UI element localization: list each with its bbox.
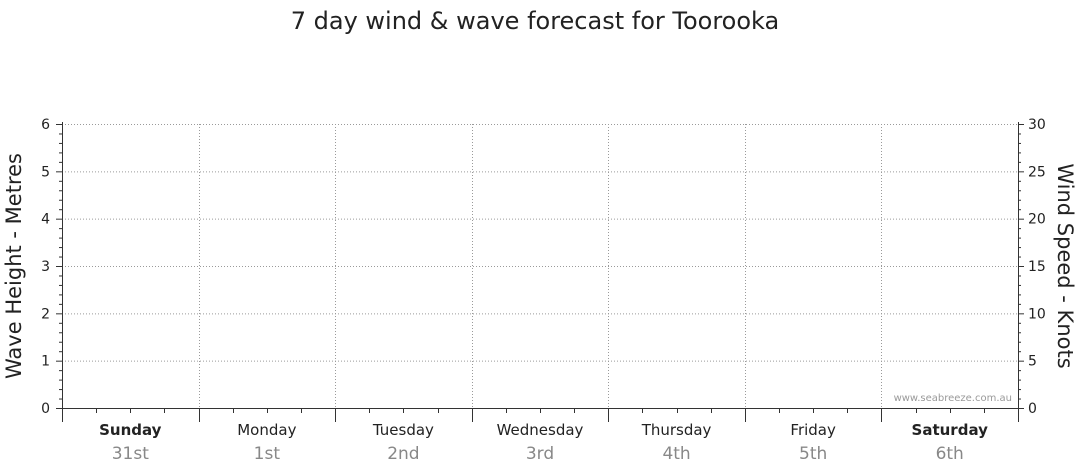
- day-name-label: Thursday: [641, 421, 712, 439]
- left-tick-label: 1: [41, 354, 50, 370]
- day-date-label: 1st: [254, 444, 281, 464]
- day-name-label: Tuesday: [372, 421, 434, 439]
- right-tick-label: 30: [1028, 117, 1046, 133]
- right-tick-label: 10: [1028, 306, 1046, 322]
- right-tick-label: 15: [1028, 259, 1046, 275]
- day-name-label: Saturday: [912, 421, 989, 439]
- day-name-label: Wednesday: [497, 421, 584, 439]
- day-name-label: Monday: [237, 421, 296, 439]
- grid-lines: [62, 124, 1018, 408]
- left-tick-label: 2: [41, 306, 50, 322]
- left-axis-title: Wave Height - Metres: [2, 153, 26, 379]
- watermark: www.seabreeze.com.au: [894, 393, 1012, 404]
- day-date-label: 3rd: [526, 444, 554, 464]
- day-date-label: 6th: [936, 444, 964, 464]
- left-tick-label: 0: [41, 401, 50, 417]
- right-tick-label: 5: [1028, 354, 1037, 370]
- left-tick-label: 6: [41, 117, 50, 133]
- right-tick-label: 25: [1028, 164, 1046, 180]
- right-axis-title: Wind Speed - Knots: [1053, 163, 1077, 368]
- day-labels: Sunday 31st Monday 1st Tuesday 2nd Wednesday 3r…: [62, 408, 1019, 464]
- chart-title: 7 day wind & wave forecast for Toorooka: [291, 7, 779, 35]
- left-axis-ticks: 0 1 2 3 4 5 6: [41, 117, 62, 417]
- day-name-label: Sunday: [99, 421, 162, 439]
- axes: [62, 122, 1019, 409]
- day-date-label: 2nd: [387, 444, 419, 464]
- right-tick-label: 0: [1028, 401, 1037, 417]
- left-tick-label: 5: [41, 164, 50, 180]
- day-name-label: Friday: [790, 421, 836, 439]
- day-date-label: 5th: [799, 444, 827, 464]
- day-date-label: 31st: [112, 444, 149, 464]
- left-tick-label: 4: [41, 212, 50, 228]
- left-tick-label: 3: [41, 259, 50, 275]
- right-tick-label: 20: [1028, 212, 1046, 228]
- day-date-label: 4th: [662, 444, 690, 464]
- right-axis-ticks: 0 5 10 15 20 25 30: [1018, 117, 1046, 417]
